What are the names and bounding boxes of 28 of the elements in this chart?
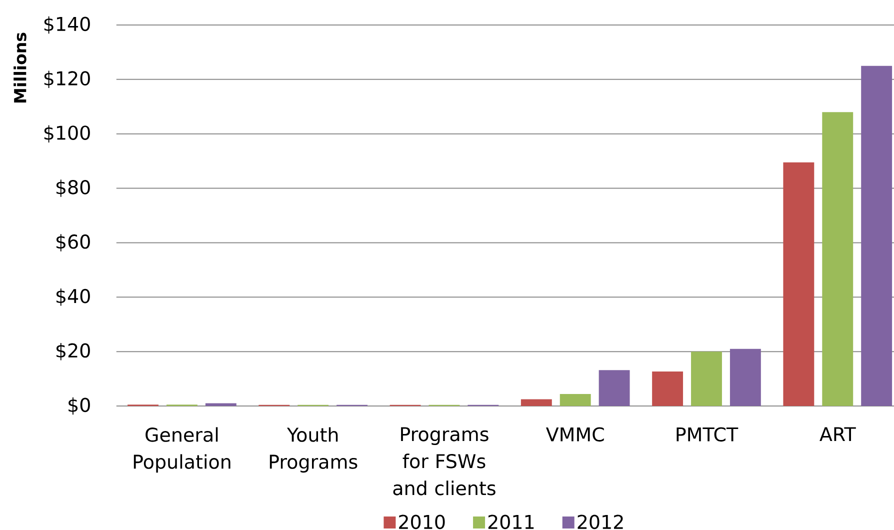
y-tick-label: $120 <box>44 70 90 88</box>
bar <box>520 399 552 406</box>
legend-label: 2010 <box>399 514 445 530</box>
bar <box>783 162 814 406</box>
y-tick-label: $140 <box>44 16 90 34</box>
x-tick-label: Programs for FSWs and clients <box>393 427 496 496</box>
bar <box>652 371 684 406</box>
bar <box>560 394 591 406</box>
y-tick-label: $20 <box>56 342 90 360</box>
bar <box>205 403 236 406</box>
y-tick-label: $60 <box>56 234 90 252</box>
x-tick-label: VMMC <box>546 427 604 442</box>
x-tick-label: PMTCT <box>676 427 738 442</box>
bar <box>598 370 630 406</box>
bar <box>822 112 854 406</box>
legend-label: 2012 <box>578 514 623 530</box>
bar <box>691 352 722 406</box>
x-tick-label: General Population <box>134 427 230 473</box>
legend-label: 2011 <box>488 514 534 530</box>
y-axis-title: Millions <box>14 32 26 102</box>
y-tick-label: $0 <box>68 397 90 415</box>
bar <box>730 348 761 406</box>
y-tick-label: $80 <box>56 180 90 197</box>
y-tick-label: $40 <box>56 288 90 306</box>
bar <box>861 66 892 406</box>
x-tick-label: ART <box>820 427 856 442</box>
x-tick-label: Youth Programs <box>270 427 358 473</box>
y-tick-label: $100 <box>44 125 90 142</box>
